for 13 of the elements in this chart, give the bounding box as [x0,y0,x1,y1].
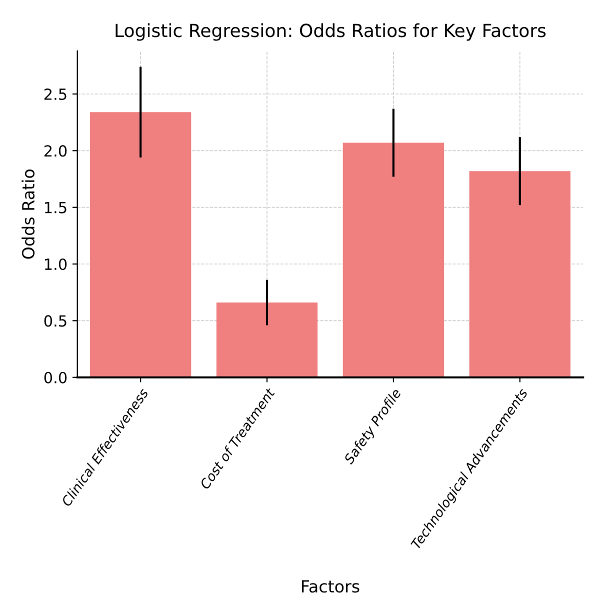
y-tick-label: 1.0 [45,258,67,270]
x-axis-title: Factors [302,580,360,593]
y-tick-label: 0.5 [44,315,66,327]
bar [216,302,318,378]
chart-title: Logistic Regression: Odds Ratios for Key Factors [116,23,546,41]
bar [342,142,444,378]
y-tick-label: 2.0 [44,145,67,157]
y-tick-label: 0.0 [44,372,67,384]
bar [469,171,570,378]
y-tick-label: 1.5 [45,202,66,214]
bar [90,112,192,378]
y-axis-title: Odds Ratio [22,170,35,259]
y-tick-label: 2.5 [44,88,66,100]
